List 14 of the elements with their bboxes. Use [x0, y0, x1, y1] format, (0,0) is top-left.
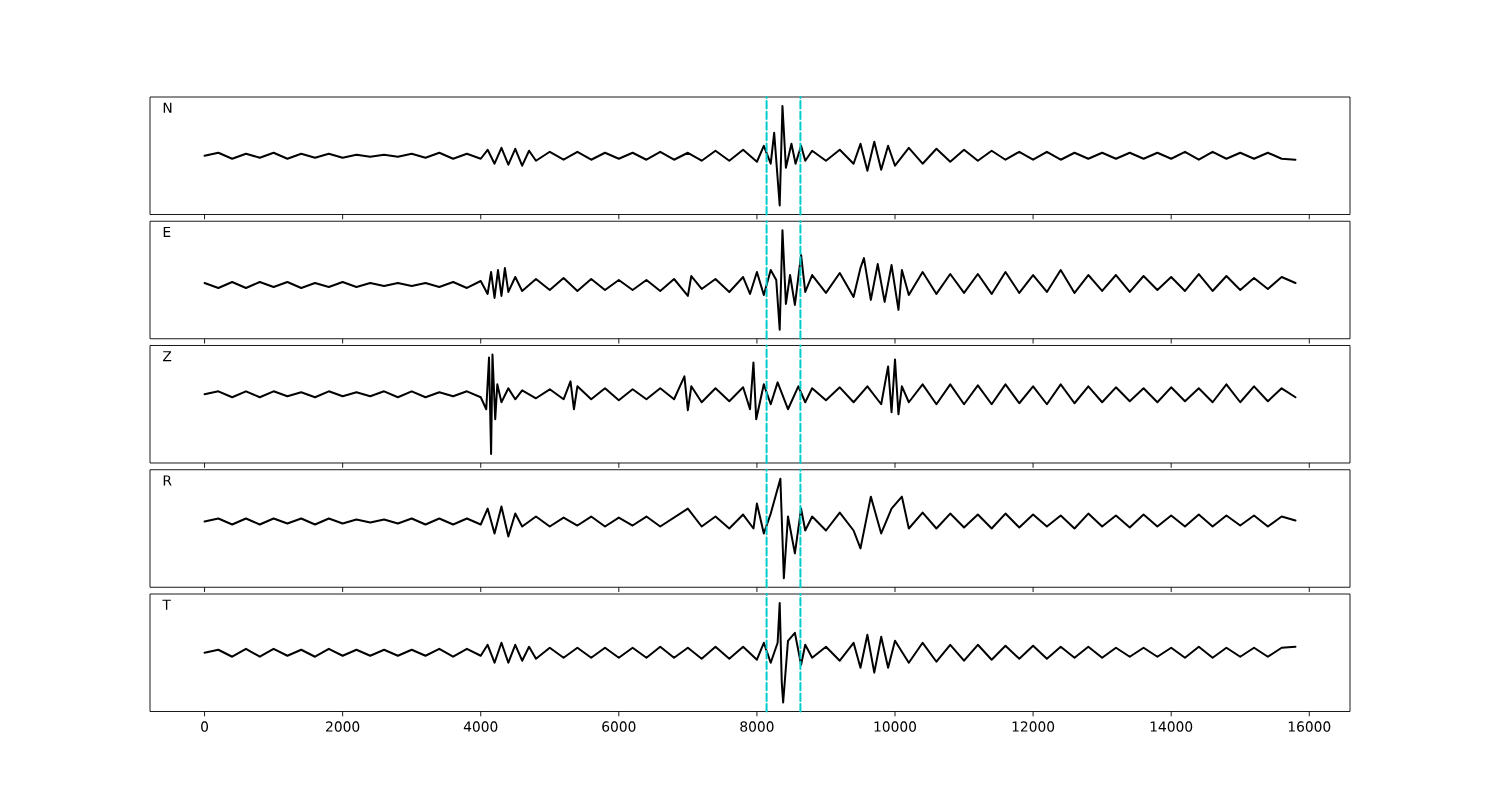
x-tick-label: 0 — [201, 721, 209, 732]
x-tick-label: 16000 — [1288, 721, 1331, 732]
x-tick-label: 6000 — [602, 721, 636, 732]
x-tick-label: 10000 — [874, 721, 917, 732]
chart-title: R — [163, 475, 172, 486]
chart-title: E — [163, 226, 171, 237]
x-tick-label: 4000 — [463, 721, 498, 732]
x-tick-label: 14000 — [1150, 721, 1193, 732]
x-tick-label: 8000 — [740, 721, 774, 732]
chart-title: Z — [163, 351, 172, 362]
chart-title: N — [163, 102, 172, 113]
x-tick-label: 2000 — [326, 721, 360, 732]
x-tick-label: 12000 — [1012, 721, 1055, 732]
chart-title: T — [162, 599, 171, 610]
